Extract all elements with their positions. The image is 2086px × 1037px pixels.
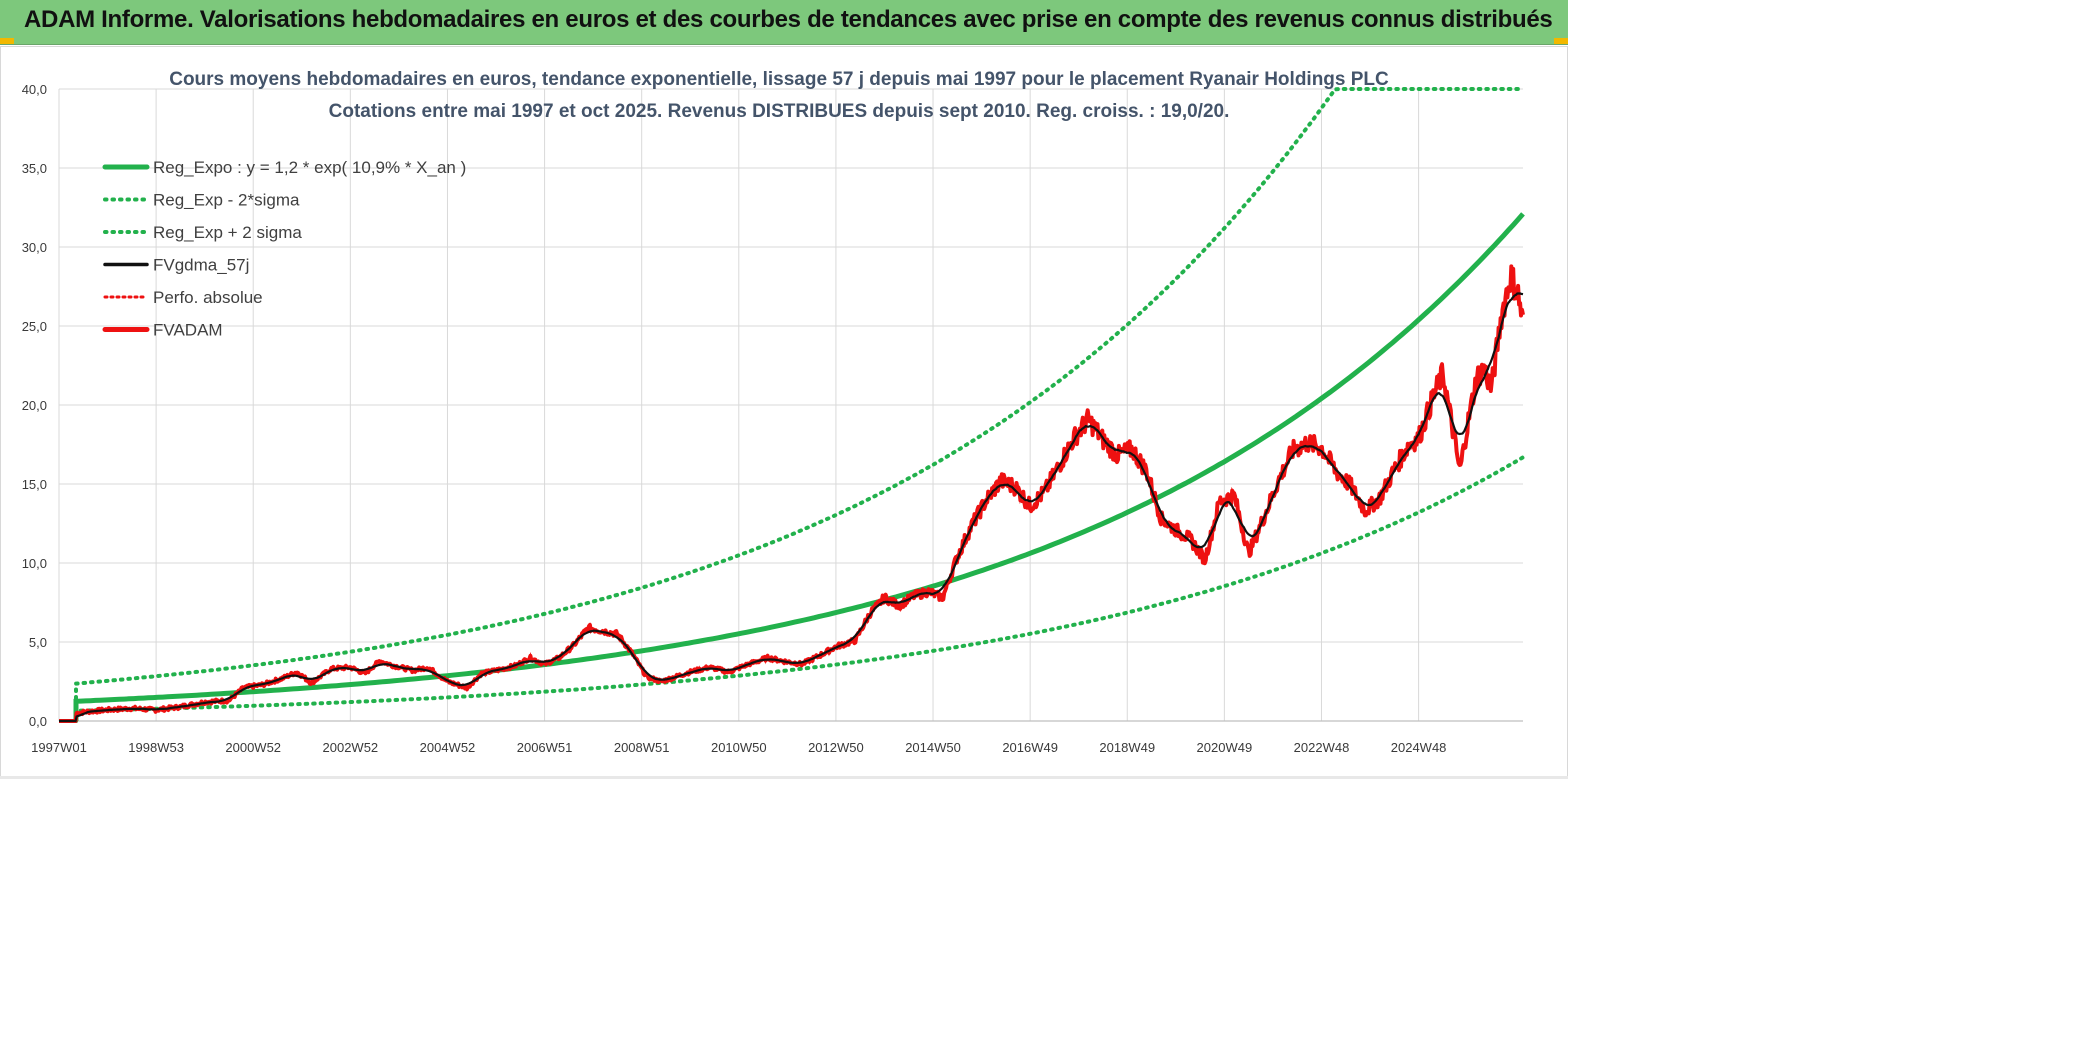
legend-label: FVADAM [153, 321, 223, 340]
x-tick-label: 2016W49 [1002, 740, 1058, 755]
legend-label: Perfo. absolue [153, 288, 263, 307]
legend-label: Reg_Exp - 2*sigma [153, 191, 300, 210]
x-tick-label: 2014W50 [905, 740, 961, 755]
y-tick-label: 0,0 [29, 714, 47, 729]
legend: Reg_Expo : y = 1,2 * exp( 10,9% * X_an )… [102, 158, 466, 340]
header-accent-left [0, 38, 14, 44]
y-tick-label: 30,0 [22, 240, 47, 255]
y-tick-label: 35,0 [22, 161, 47, 176]
legend-label: FVgdma_57j [153, 256, 249, 275]
bottom-strip [0, 776, 1568, 779]
fvgdma-57j-line [59, 292, 1524, 723]
grid-layer [58, 88, 1523, 722]
x-tick-label: 2022W48 [1294, 740, 1350, 755]
x-tick-label: 2024W48 [1391, 740, 1447, 755]
x-tick-label: 2008W51 [614, 740, 670, 755]
x-tick-label: 2020W49 [1197, 740, 1253, 755]
y-tick-label: 15,0 [22, 477, 47, 492]
x-tick-label: 2004W52 [420, 740, 476, 755]
fvadam-line [58, 264, 1525, 723]
x-tick-label: 1997W01 [31, 740, 87, 755]
report-title: ADAM Informe. Valorisations hebdomadaire… [24, 6, 1553, 33]
legend-label: Reg_Exp + 2 sigma [153, 223, 302, 242]
y-tick-label: 40,0 [22, 82, 47, 97]
y-tick-label: 10,0 [22, 556, 47, 571]
header-accent-right [1554, 38, 1568, 44]
x-tick-label: 2012W50 [808, 740, 864, 755]
x-tick-label: 2010W50 [711, 740, 767, 755]
x-tick-label: 2002W52 [323, 740, 379, 755]
x-tick-label: 2018W49 [1099, 740, 1155, 755]
x-tick-label: 1998W53 [128, 740, 184, 755]
perfo-absolue-line [59, 266, 1524, 722]
legend-label: Reg_Expo : y = 1,2 * exp( 10,9% * X_an ) [153, 158, 466, 177]
axis-layer: 0,0 5,0 10,0 15,0 20,0 25,0 30,0 35,0 40,0 1997W0… [22, 82, 1523, 755]
y-tick-label: 25,0 [22, 319, 47, 334]
chart-title: Cours moyens hebdomadaires en euros, ten… [169, 69, 1389, 90]
reg-expo-line [73, 212, 1525, 721]
chart-frame: 0,0 5,0 10,0 15,0 20,0 25,0 30,0 35,0 40,0 1997W0… [0, 46, 1568, 778]
y-tick-label: 20,0 [22, 398, 47, 413]
reg-exp-plus-2sigma-line [74, 87, 1525, 723]
chart-svg: 0,0 5,0 10,0 15,0 20,0 25,0 30,0 35,0 40,0 1997W0… [22, 69, 1525, 755]
y-tick-label: 5,0 [29, 635, 47, 650]
series-layer [58, 87, 1525, 723]
reg-exp-minus-2sigma-line [74, 455, 1525, 723]
x-tick-label: 2000W52 [225, 740, 281, 755]
chart-subtitle: Cotations entre mai 1997 et oct 2025. Re… [329, 101, 1230, 122]
x-tick-label: 2006W51 [517, 740, 573, 755]
report-header: ADAM Informe. Valorisations hebdomadaire… [0, 0, 1568, 45]
